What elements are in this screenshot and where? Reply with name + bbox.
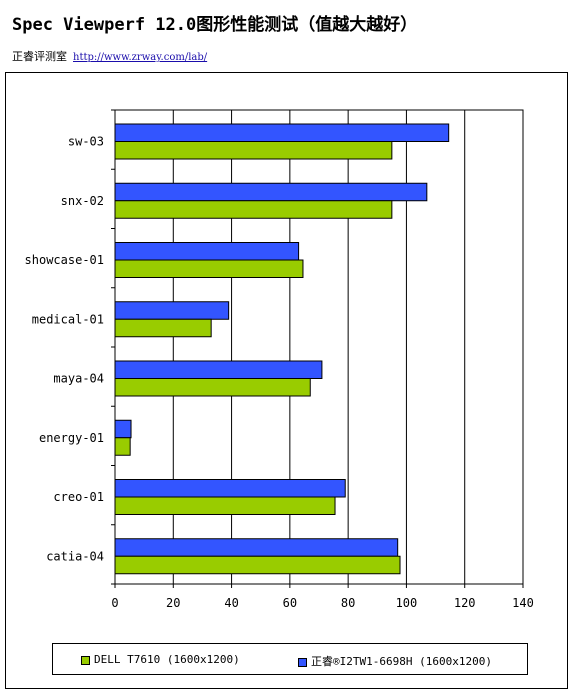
- y-category-label: medical-01: [32, 312, 104, 326]
- legend-label-dell: DELL T7610 (1600x1200): [94, 653, 240, 666]
- y-category-label: energy-01: [39, 431, 104, 445]
- source-label: 正睿评测室: [12, 50, 67, 63]
- x-tick-label: 140: [512, 596, 534, 610]
- bar-sw-03-series-1: [114, 141, 393, 160]
- bar-medical-01-series-0: [114, 301, 230, 320]
- y-category-label: creo-01: [53, 490, 104, 504]
- bar-snx-02-series-0: [114, 182, 428, 202]
- bar-catia-04-series-0: [114, 538, 399, 557]
- legend-label-zrway: 正睿®I2TW1-6698H (1600x1200): [311, 655, 492, 668]
- bar-sw-03-series-0: [114, 123, 450, 142]
- bar-creo-01-series-0: [114, 479, 346, 498]
- y-category-label: catia-04: [46, 549, 104, 563]
- legend-swatch-dell: [81, 655, 90, 665]
- x-tick-label: 40: [224, 596, 238, 610]
- bar-energy-01-series-0: [114, 419, 132, 439]
- page-title: Spec Viewperf 12.0图形性能测试（值越大越好）: [12, 15, 418, 35]
- bar-medical-01-series-1: [114, 318, 212, 338]
- y-category-label: maya-04: [53, 372, 104, 386]
- chart-legend: DELL T7610 (1600x1200) 正睿®I2TW1-6698H (1…: [52, 643, 528, 675]
- y-category-label: showcase-01: [25, 253, 104, 267]
- x-tick-label: 120: [454, 596, 476, 610]
- bar-showcase-01-series-0: [114, 242, 300, 261]
- x-tick-label: 0: [111, 596, 118, 610]
- bar-catia-04-series-1: [114, 555, 401, 575]
- x-tick-label: 80: [341, 596, 355, 610]
- legend-item-dell: DELL T7610 (1600x1200): [81, 653, 240, 666]
- legend-item-zrway: 正睿®I2TW1-6698H (1600x1200): [298, 653, 492, 669]
- bar-creo-01-series-1: [114, 496, 336, 515]
- bar-showcase-01-series-1: [114, 259, 304, 278]
- x-tick-label: 60: [283, 596, 297, 610]
- source-line: 正睿评测室 http://www.zrway.com/lab/: [12, 48, 207, 64]
- bar-energy-01-series-1: [114, 437, 131, 456]
- y-category-label: snx-02: [61, 194, 104, 208]
- legend-swatch-zrway: [298, 657, 307, 667]
- bar-maya-04-series-1: [114, 378, 311, 397]
- y-category-label: sw-03: [68, 135, 104, 149]
- bar-maya-04-series-0: [114, 360, 323, 379]
- x-tick-label: 100: [396, 596, 418, 610]
- bar-snx-02-series-1: [114, 200, 393, 219]
- source-link[interactable]: http://www.zrway.com/lab/: [73, 52, 208, 63]
- x-tick-label: 20: [166, 596, 180, 610]
- chart-frame: [5, 72, 568, 689]
